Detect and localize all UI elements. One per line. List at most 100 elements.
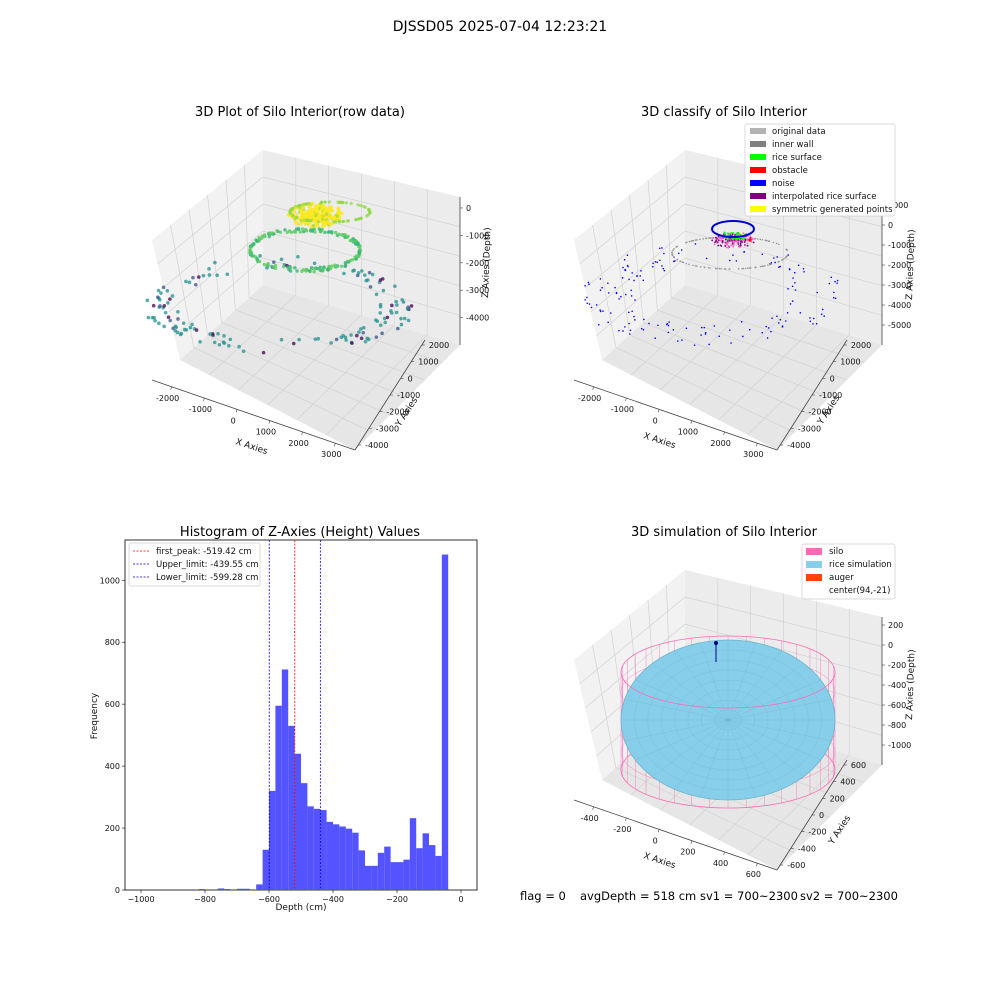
noise-point (786, 312, 789, 314)
noise-point (770, 330, 772, 333)
raw-point (168, 318, 173, 323)
hist-bar (345, 828, 353, 890)
raw-point (405, 307, 410, 311)
raw-point (333, 230, 338, 235)
original-point (714, 267, 717, 270)
z-tick-label: -4000 (888, 301, 911, 310)
raw-point (156, 288, 161, 293)
x-tick-label: -2000 (578, 394, 601, 403)
raw-point (336, 200, 340, 204)
noise-point (590, 306, 593, 309)
raw-point (346, 234, 350, 239)
noise-point (659, 259, 661, 262)
y-tick-label: 600 (105, 700, 120, 709)
noise-point (640, 327, 643, 330)
grid-line (262, 176, 461, 227)
x-tick-label: 0 (231, 416, 236, 425)
raw-point (184, 279, 188, 284)
x-tick-label: 3000 (321, 450, 341, 459)
raw-point (308, 213, 312, 217)
original-point (761, 238, 764, 241)
noise-point (836, 279, 839, 282)
rice-mesh (727, 719, 821, 761)
y-tick-label: -1000 (819, 391, 842, 400)
interp-point (730, 244, 733, 247)
noise-point (812, 323, 814, 325)
grid-line (596, 257, 686, 337)
legend-label: first_peak: -519.42 cm (156, 547, 252, 557)
noise-point (803, 270, 805, 273)
y-tick-label: 800 (105, 638, 120, 647)
raw-point (318, 230, 323, 234)
raw-point (292, 209, 296, 214)
noise-point (615, 292, 618, 295)
original-point (702, 238, 704, 240)
noise-point (748, 328, 751, 331)
noise-point (792, 277, 794, 279)
x-tick-label: 0 (653, 836, 658, 845)
raw-point (301, 205, 306, 209)
x-tick-label: 0 (653, 416, 658, 425)
raw-point (210, 332, 215, 336)
grid-line (244, 164, 250, 298)
raw-point (222, 334, 226, 338)
original-point (692, 264, 694, 267)
raw-point (313, 230, 317, 234)
raw-point (357, 330, 361, 334)
interp-point (727, 244, 730, 247)
original-point (767, 264, 769, 266)
raw-point (321, 211, 325, 216)
raw-point (312, 261, 317, 266)
x-tick (170, 386, 172, 390)
original-point (676, 258, 678, 261)
interp-point (721, 239, 724, 242)
z-tick-label: 1000 (888, 201, 908, 210)
rice-mesh (727, 719, 756, 798)
z-tick-label: 0 (888, 641, 893, 650)
raw-point (290, 213, 295, 218)
original-point (705, 237, 707, 240)
x-tick (334, 443, 336, 447)
original-point (688, 263, 690, 266)
noise-point (607, 292, 610, 294)
noise-point (778, 266, 780, 269)
raw-point (400, 298, 405, 302)
interp-point (744, 238, 747, 241)
raw-point (151, 303, 156, 308)
original-point (764, 239, 767, 242)
noise-point (809, 317, 811, 319)
panel-classify-3d: 3D classify of Silo Interior -2000 -1000 0… (573, 105, 917, 459)
noise-point (599, 310, 602, 313)
grid-line (657, 309, 848, 381)
original-point (696, 239, 698, 241)
noise-point (599, 289, 602, 292)
interp-point (732, 243, 735, 246)
raw-point (178, 332, 183, 337)
raw-point (157, 321, 161, 326)
grid-line (207, 194, 222, 323)
raw-point (176, 309, 180, 314)
original-point (671, 254, 674, 256)
panel-raw-xlabel: X Axies (234, 437, 269, 457)
original-point (775, 242, 778, 245)
hist-bar (307, 806, 314, 890)
footer-avg-depth: avgDepth = 518 cm (580, 889, 696, 903)
legend-box (744, 123, 896, 217)
raw-point (237, 344, 241, 349)
legend-swatch (806, 587, 822, 594)
raw-point (299, 218, 304, 223)
interp-point (726, 243, 728, 246)
raw-point (323, 230, 327, 235)
raw-point (286, 265, 290, 269)
interp-point (740, 240, 742, 243)
raw-point (318, 268, 322, 272)
noise-point (618, 329, 620, 332)
z-tick-label: 0 (888, 221, 893, 230)
raw-point (187, 280, 192, 285)
raw-point (303, 212, 308, 216)
raw-point (370, 272, 375, 277)
legend-label: inner wall (772, 140, 813, 150)
raw-point (170, 294, 175, 298)
raw-point (215, 273, 219, 278)
hist-bar (198, 889, 205, 890)
